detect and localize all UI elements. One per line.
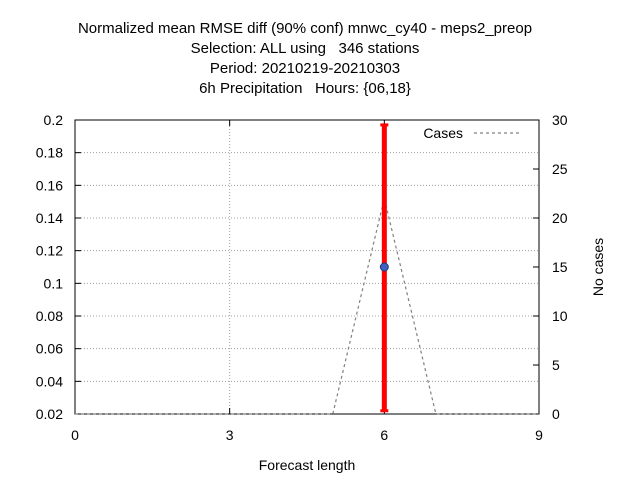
y2-tick-label: 30 [552, 112, 568, 128]
y2-axis-label: No cases [590, 238, 606, 296]
x-tick-label: 3 [226, 427, 234, 443]
y-tick-label: 0.06 [36, 341, 63, 357]
y-tick-label: 0.18 [36, 145, 63, 161]
y2-tick-label: 15 [552, 259, 568, 275]
y2-tick-label: 20 [552, 210, 568, 226]
x-tick-label: 0 [71, 427, 79, 443]
y2-tick-label: 0 [552, 406, 560, 422]
x-tick-label: 6 [380, 427, 388, 443]
legend-label-cases: Cases [423, 125, 463, 141]
y-tick-label: 0.04 [36, 373, 63, 389]
title-line-2: Selection: ALL using 346 stations [190, 40, 420, 57]
y-tick-label: 0.1 [44, 275, 64, 291]
title-line-3: Period: 20210219-20210303 [209, 60, 401, 77]
x-axis-label: Forecast length [259, 457, 356, 473]
title-line-1: Normalized mean RMSE diff (90% conf) mnw… [77, 20, 533, 37]
y-tick-label: 0.2 [44, 112, 64, 128]
y-tick-label: 0.12 [36, 243, 63, 259]
data-point-mean [379, 262, 389, 272]
x-tick-label: 9 [535, 427, 543, 443]
y2-tick-label: 25 [552, 161, 568, 177]
y2-tick-label: 10 [552, 308, 568, 324]
y-tick-label: 0.08 [36, 308, 63, 324]
y-tick-label: 0.16 [36, 177, 63, 193]
title-line-4: 6h Precipitation Hours: {06,18} [199, 80, 411, 97]
y-tick-label: 0.02 [36, 406, 63, 422]
series-line-cases [75, 198, 539, 415]
plot-frame [74, 119, 540, 415]
y-tick-label: 0.14 [36, 210, 63, 226]
y2-tick-label: 5 [552, 357, 560, 373]
